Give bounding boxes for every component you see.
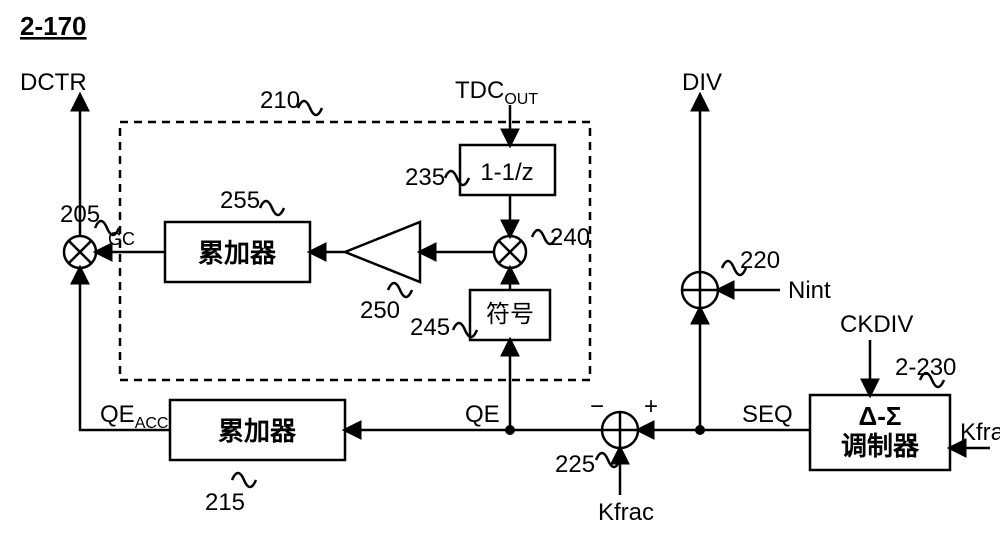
label-differentiator: 1-1/z [480, 159, 533, 186]
summer-225-plus: + [644, 393, 658, 420]
ref-215: 215 [205, 489, 245, 516]
label-qe: QE [465, 401, 500, 428]
label-ckdiv: CKDIV [840, 311, 913, 338]
leader-250 [388, 283, 412, 297]
label-kfrac-in: Kfrac [960, 419, 1000, 446]
label-seq: SEQ [742, 401, 793, 428]
amplifier-250 [345, 222, 420, 282]
ref-210: 210 [260, 87, 300, 114]
label-kfrac-sub: Kfrac [598, 499, 654, 526]
label-div: DIV [682, 69, 722, 96]
label-dsm-top: Δ-Σ [859, 401, 902, 431]
summer-225 [602, 412, 638, 448]
multiplier-240 [494, 236, 526, 268]
label-dsm-bot: 调制器 [841, 431, 920, 461]
label-nint: Nint [788, 277, 831, 304]
ref-2-230: 2-230 [895, 354, 956, 381]
ref-250: 250 [360, 297, 400, 324]
label-tdcout: TDCOUT [455, 77, 538, 108]
label-accumulator-top: 累加器 [198, 238, 277, 268]
block-diagram: 2-170 210 1-1/z 235 累加器 255 符号 245 累加器 2… [0, 0, 1000, 534]
leader-215 [232, 473, 256, 487]
label-sign: 符号 [486, 301, 534, 328]
ref-235: 235 [405, 164, 445, 191]
ref-255: 255 [220, 187, 260, 214]
leader-210 [298, 101, 322, 115]
label-accumulator-bottom: 累加器 [218, 416, 297, 446]
figure-reference: 2-170 [20, 11, 87, 41]
ref-225: 225 [555, 451, 595, 478]
ref-220: 220 [740, 247, 780, 274]
label-qeacc: QEACC [100, 401, 168, 432]
summer-225-minus: − [590, 393, 604, 420]
ref-245: 245 [410, 314, 450, 341]
leader-225 [596, 453, 620, 467]
summer-220 [682, 272, 718, 308]
multiplier-205 [64, 236, 96, 268]
leader-255 [260, 201, 284, 215]
label-gc: GC [108, 229, 135, 249]
ref-240: 240 [550, 224, 590, 251]
label-dctr: DCTR [20, 69, 87, 96]
